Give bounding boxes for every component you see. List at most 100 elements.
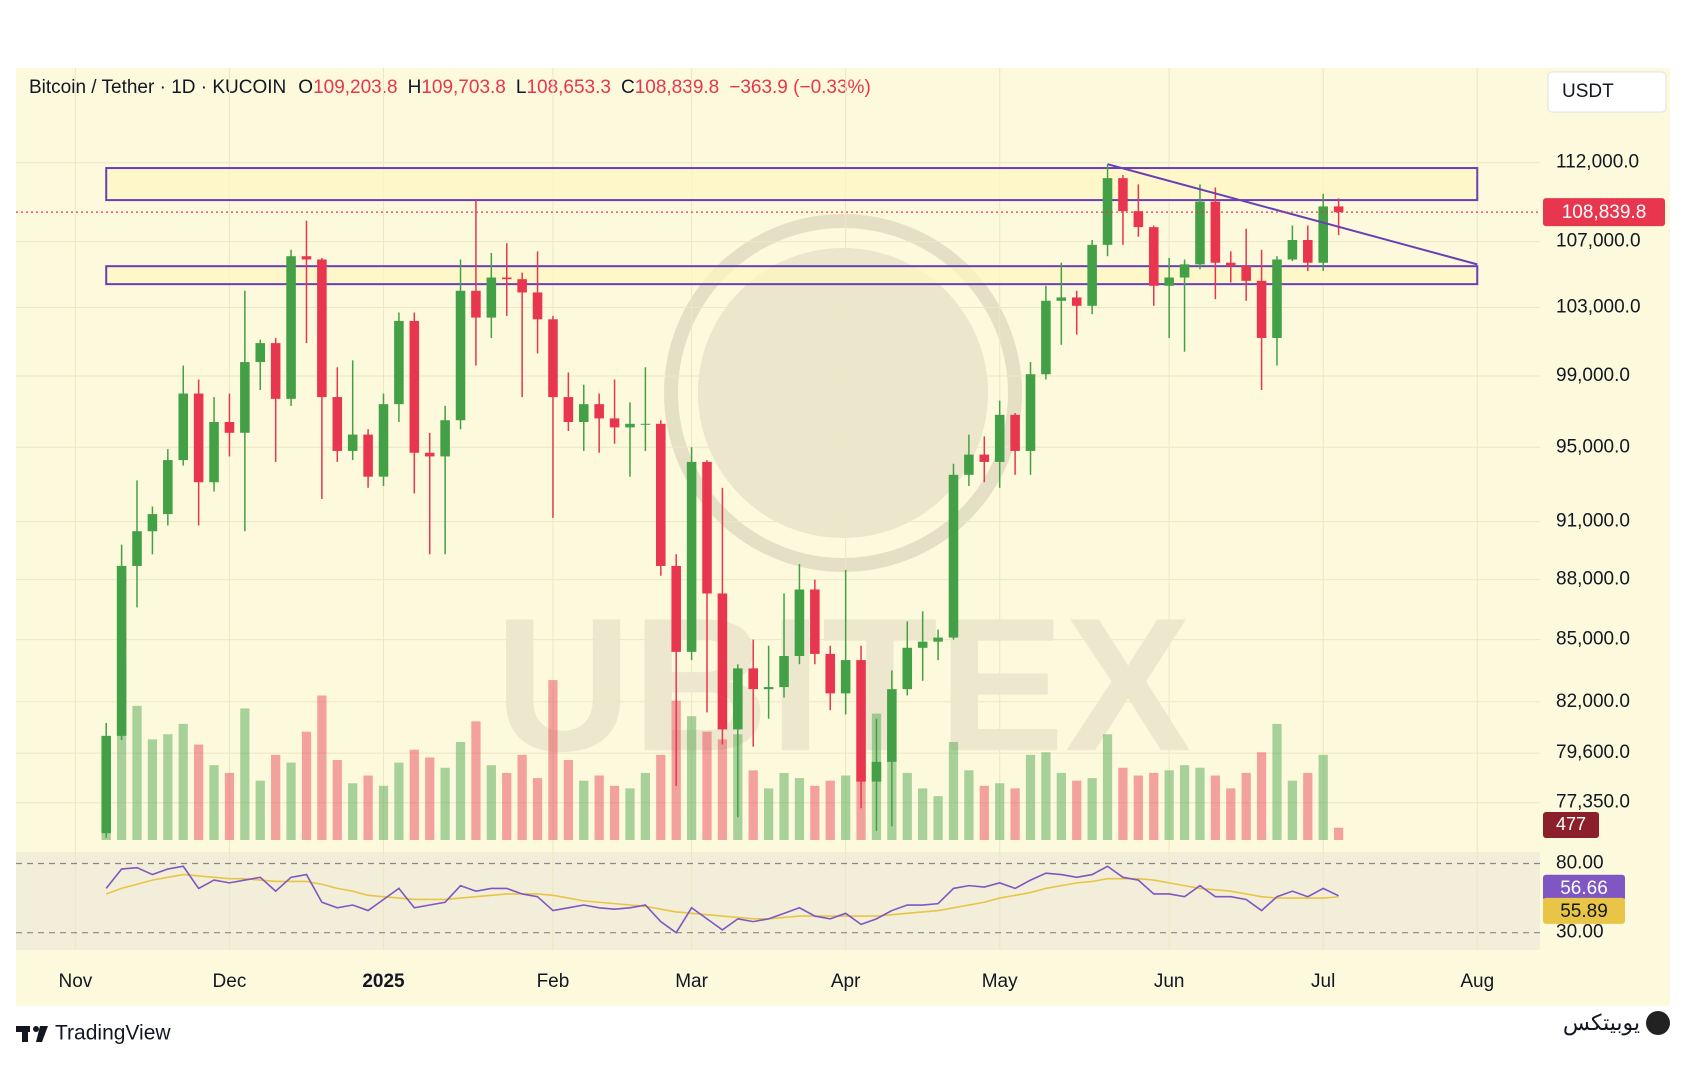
candle-body — [548, 319, 558, 398]
y-tick-label: 91,000.0 — [1556, 511, 1630, 532]
volume-bar — [286, 762, 296, 840]
x-tick-label: Jun — [1154, 971, 1185, 992]
x-tick-label: Nov — [59, 971, 93, 992]
logo-part — [33, 1026, 39, 1032]
x-tick-label: Jul — [1311, 971, 1335, 992]
volume-bar — [1164, 770, 1174, 840]
volume-bar — [609, 785, 620, 840]
candle-body — [1133, 211, 1144, 228]
volume-bar — [163, 734, 173, 840]
candle-body — [609, 418, 620, 428]
candle-body — [871, 761, 882, 782]
y-tick-label: 103,000.0 — [1556, 297, 1641, 318]
ohlc-key: C — [621, 77, 635, 98]
ohlc-value: 108,653.3 — [526, 77, 611, 98]
volume-label: 477 — [1556, 814, 1586, 834]
candle-body — [193, 393, 204, 483]
volume-bar — [301, 731, 312, 840]
rsi-tag-label: 56.66 — [1560, 878, 1608, 899]
volume-bar — [240, 708, 250, 840]
ohlc-value: 109,203.8 — [313, 77, 398, 98]
candle-body — [733, 668, 743, 730]
volume-bar — [502, 772, 512, 840]
volume-bar — [1256, 752, 1267, 840]
trendline — [1107, 163, 1478, 266]
volume-bar — [409, 749, 419, 840]
volume-bar — [1149, 772, 1159, 840]
volume-bar — [178, 723, 188, 840]
x-tick-label: Apr — [831, 971, 861, 992]
volume-bar — [656, 754, 666, 840]
candle-body — [1118, 178, 1128, 212]
rsi-tag-label: 55.89 — [1560, 901, 1608, 922]
volume-bar — [517, 754, 527, 840]
y-tick-label: 77,350.0 — [1556, 792, 1630, 813]
brand: TradingView — [55, 1022, 171, 1045]
volume-bar — [1318, 754, 1328, 840]
candle-body — [286, 256, 296, 399]
volume-bar — [1333, 827, 1344, 840]
candle-body — [163, 460, 173, 515]
volume-bar — [779, 772, 789, 840]
candle-body — [1087, 244, 1097, 306]
rsi-tag — [1543, 897, 1625, 924]
y-tick-label: 79,600.0 — [1556, 742, 1630, 763]
volume-bar — [471, 721, 481, 840]
x-tick-label: Aug — [1460, 971, 1494, 992]
zone — [105, 167, 1479, 202]
volume-bar — [1056, 772, 1066, 840]
y-tick-label: 85,000.0 — [1556, 629, 1630, 650]
header: Bitcoin / Tether · 1D · KUCOIN O109,203.8… — [29, 77, 871, 98]
candle-body — [1041, 300, 1051, 375]
x-tick-label: Dec — [213, 971, 247, 992]
volume-bar — [440, 767, 450, 840]
currency-button[interactable] — [1547, 71, 1667, 113]
last-price-label: 108,839.8 — [1562, 202, 1647, 223]
candle-body — [178, 393, 189, 461]
volume-bar — [194, 744, 204, 840]
volume-bar — [702, 731, 712, 840]
y-tick-label: 112,000.0 — [1556, 152, 1639, 173]
logo-part — [22, 1026, 28, 1042]
candle-body — [948, 474, 959, 638]
candle-body — [1303, 239, 1313, 263]
volume-bar — [255, 780, 265, 840]
candle-body — [563, 397, 574, 423]
candle-body — [1071, 297, 1082, 306]
volume-bar — [1179, 765, 1190, 840]
candle-body — [394, 320, 404, 405]
volume-bar — [1010, 788, 1020, 840]
volume-tag — [1543, 812, 1599, 838]
volume-bar — [640, 772, 651, 840]
candle-body — [270, 343, 281, 399]
candle-body — [994, 414, 1005, 462]
volume-bar — [964, 770, 974, 840]
candle-body — [671, 565, 681, 652]
candle-body — [810, 589, 820, 654]
rsi-panel-background — [16, 852, 1540, 950]
volume-bar — [1226, 788, 1236, 840]
volume-bar — [532, 778, 543, 840]
candle-body — [933, 637, 943, 642]
volume-bar — [455, 741, 466, 840]
x-tick-label: Feb — [537, 971, 570, 992]
volume-bar — [748, 770, 758, 840]
x-tick-label: 2025 — [362, 971, 405, 992]
volume-bar — [1025, 754, 1036, 840]
last-price-tag — [1543, 198, 1665, 227]
volume-bar — [1118, 767, 1128, 840]
candle-body — [979, 454, 990, 462]
candle-body — [301, 256, 312, 260]
watermark-disc — [698, 248, 988, 538]
volume-bar — [794, 778, 805, 840]
candle-body — [702, 461, 712, 594]
candle-body — [656, 423, 666, 566]
volume-bar — [332, 760, 342, 840]
volume-bar — [933, 796, 943, 840]
volume-bar — [764, 788, 774, 840]
candle-body — [347, 434, 358, 451]
ohlc-value: 108,839.8 — [635, 77, 720, 98]
volume-bar — [810, 785, 820, 840]
ohlc-key: H — [408, 77, 422, 98]
